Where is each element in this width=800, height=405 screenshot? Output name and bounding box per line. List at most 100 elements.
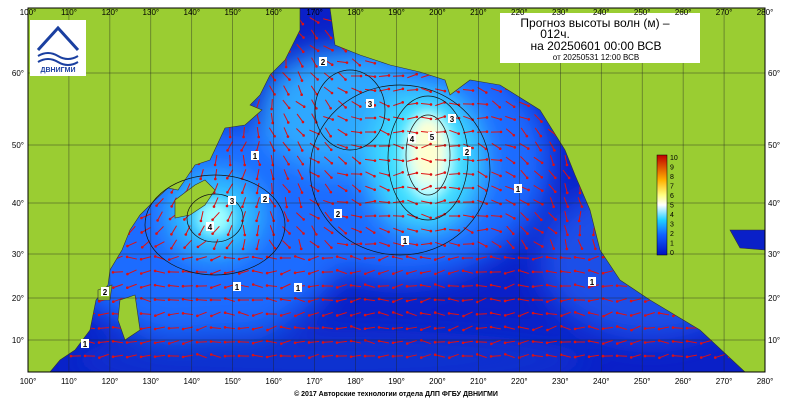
arrow-head [302, 36, 305, 39]
arrow-head [462, 269, 465, 272]
arrow-head [287, 93, 290, 96]
arrow-head [359, 105, 362, 108]
arrow-head [518, 298, 521, 301]
lon-label: 240° [593, 8, 610, 17]
arrow-head [288, 246, 291, 249]
arrow-head [302, 134, 305, 137]
lat-label: 10° [12, 336, 24, 345]
arrow-head [199, 178, 202, 181]
arrow-head [476, 313, 479, 316]
arrow-head [287, 177, 290, 180]
arrow-head [196, 315, 199, 318]
arrow-head [259, 163, 262, 166]
arrow-head [168, 284, 171, 287]
arrow-head [541, 189, 544, 192]
arrow-head [416, 116, 419, 119]
logo-text: ДВНИГМИ [41, 67, 76, 74]
arrow-head [330, 37, 333, 40]
arrow-head [448, 341, 451, 344]
arrow-head [301, 163, 304, 166]
arrow-head [630, 300, 633, 303]
arrow-head [315, 37, 318, 40]
arrow-head [504, 342, 507, 345]
lon-label: 150° [224, 8, 241, 17]
colorbar-label: 6 [670, 193, 674, 200]
arrow-head [350, 255, 353, 258]
arrow-head [182, 258, 185, 261]
arrow-head [378, 326, 381, 329]
arrow-head [513, 134, 516, 137]
arrow-head [183, 246, 186, 249]
wind-arrow [309, 328, 319, 329]
colorbar-label: 10 [670, 155, 678, 162]
arrow-head [252, 299, 255, 302]
arrow-head [546, 354, 549, 357]
wind-arrow [491, 160, 501, 161]
arrow-head [471, 231, 474, 234]
arrow-head [532, 258, 535, 261]
arrow-head [224, 326, 227, 329]
arrow-head [141, 246, 144, 249]
arrow-head [588, 325, 591, 328]
arrow-head [485, 245, 488, 248]
arrow-head [280, 287, 283, 290]
colorbar-label: 2 [670, 231, 674, 238]
arrow-head [513, 217, 516, 220]
arrow-head [602, 327, 605, 330]
arrow-head [238, 311, 241, 314]
arrow-head [345, 91, 348, 94]
lat-label: 50° [768, 141, 780, 150]
arrow-head [238, 299, 241, 302]
arrow-head [331, 63, 334, 66]
arrow-head [527, 147, 530, 150]
arrow-head [546, 284, 549, 287]
arrow-head [308, 300, 311, 303]
arrow-head [84, 355, 87, 358]
arrow-head [155, 204, 158, 207]
arrow-head [378, 311, 381, 314]
arrow-head [374, 117, 377, 120]
arrow-head [140, 231, 143, 234]
arrow-head [444, 159, 447, 162]
wind-arrow [617, 286, 627, 287]
arrow-head [350, 300, 353, 303]
arrow-head [588, 355, 591, 358]
contour-label: 1 [83, 340, 88, 349]
arrow-head [266, 329, 269, 332]
arrow-head [252, 354, 255, 357]
lon-label: 140° [184, 8, 201, 17]
title-line: от 20250531 12:00 ВСВ [553, 53, 639, 62]
arrow-head [317, 21, 320, 24]
arrow-head [462, 299, 465, 302]
lon-label: 280° [757, 377, 774, 386]
arrow-head [579, 234, 582, 237]
arrow-head [420, 301, 423, 304]
arrow-head [429, 217, 432, 220]
arrow-head [301, 177, 304, 180]
lon-label: 250° [634, 377, 651, 386]
arrow-head [392, 286, 395, 289]
arrow-head [308, 314, 311, 317]
arrow-head [301, 79, 304, 82]
arrow-head [331, 162, 334, 165]
arrow-head [168, 298, 171, 301]
arrow-head [513, 162, 516, 165]
arrow-head [415, 73, 418, 76]
arrow-head [588, 269, 591, 272]
arrow-head [458, 244, 461, 247]
contour-label: 2 [321, 58, 326, 67]
arrow-head [154, 270, 157, 273]
arrow-head [364, 298, 367, 301]
arrow-head [330, 191, 333, 194]
arrow-head [336, 269, 339, 272]
arrow-head [644, 355, 647, 358]
arrow-head [140, 297, 143, 300]
arrow-head [490, 343, 493, 346]
arrow-head [434, 273, 437, 276]
arrow-head [364, 257, 367, 260]
arrow-head [406, 311, 409, 314]
arrow-head [252, 342, 255, 345]
arrow-head [126, 341, 129, 344]
arrow-head [406, 328, 409, 331]
arrow-head [476, 353, 479, 356]
